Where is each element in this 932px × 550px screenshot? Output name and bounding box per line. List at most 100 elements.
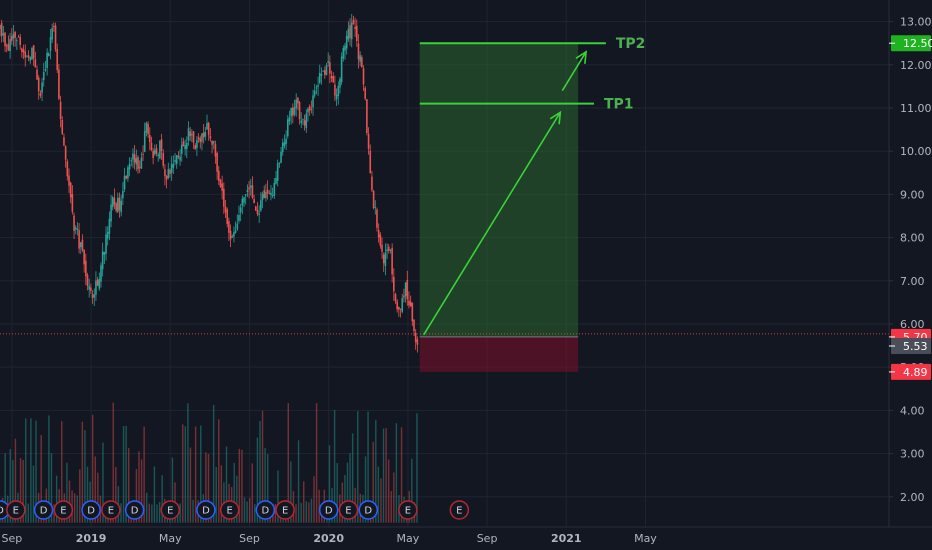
candle-body <box>217 170 220 181</box>
dividend-marker[interactable]: D <box>196 500 216 520</box>
take-profit-lines[interactable]: TP1 TP2 <box>419 36 646 113</box>
earnings-marker[interactable]: E <box>338 500 359 520</box>
candle-body <box>379 234 382 246</box>
volume-bar <box>259 420 261 523</box>
earnings-marker[interactable]: E <box>398 500 418 520</box>
candle-body <box>155 148 158 154</box>
volume-bar <box>35 420 37 523</box>
candle-body <box>117 197 119 213</box>
volume-bar <box>161 475 163 523</box>
candle-body <box>292 107 294 116</box>
candle-body <box>96 279 99 286</box>
volume-bar <box>218 419 220 523</box>
candle-body <box>212 141 215 144</box>
volume-bar <box>53 504 55 523</box>
candle-body <box>186 143 188 149</box>
candle-body <box>19 36 21 46</box>
candle-body <box>238 215 240 221</box>
candle-body <box>409 301 412 307</box>
candle-body <box>209 136 212 139</box>
volume-bar <box>9 449 11 523</box>
candle-body <box>386 249 388 252</box>
earnings-marker[interactable]: E <box>219 500 240 520</box>
candle-body <box>234 230 237 233</box>
candle-body <box>56 49 59 70</box>
candle-body <box>307 108 309 113</box>
volume-bar <box>138 451 140 523</box>
candle-body <box>24 51 27 58</box>
volume-bar <box>243 497 246 523</box>
volume-bar <box>25 418 27 523</box>
event-label: D <box>202 506 210 517</box>
event-markers[interactable]: DEDEDEDEDEDEDEDEE <box>0 500 470 520</box>
candle-body <box>280 151 282 163</box>
candle-body <box>318 72 321 83</box>
volume-bar <box>66 462 68 523</box>
volume-bar <box>254 504 256 523</box>
candle-body <box>374 207 377 209</box>
dividend-marker[interactable]: D <box>33 500 54 520</box>
candle-body <box>313 90 316 96</box>
earnings-marker[interactable]: E <box>6 500 26 520</box>
candle-body <box>48 53 50 57</box>
volume-bar <box>48 415 50 523</box>
dividend-marker[interactable]: D <box>124 500 145 520</box>
earnings-marker[interactable]: E <box>53 500 74 520</box>
volume-bar <box>277 470 279 523</box>
candle-body <box>391 247 393 275</box>
candle-body <box>147 124 149 135</box>
candle-body <box>308 106 311 111</box>
volume-bar <box>303 481 305 523</box>
volume-bar <box>205 452 207 523</box>
dividend-marker[interactable]: D <box>81 500 101 520</box>
candle-body <box>46 52 48 68</box>
price-tick-label: 3.00 <box>900 448 925 461</box>
dividend-marker[interactable]: D <box>358 500 379 520</box>
volume-bar <box>135 469 138 523</box>
candle-body <box>403 295 405 298</box>
candle-body <box>170 163 173 173</box>
time-axis[interactable]: Sep 2019 May Sep 2020 May Sep 2021 May <box>2 532 658 545</box>
price-candles <box>0 13 419 353</box>
earnings-marker[interactable]: E <box>101 500 121 520</box>
volume-bar <box>215 467 217 523</box>
candle-body <box>143 131 146 152</box>
candle-body <box>197 137 200 140</box>
candle-body <box>4 32 6 47</box>
volume-bar <box>377 466 380 523</box>
volume-bar <box>336 463 338 523</box>
volume-bar <box>290 461 292 523</box>
volume-bar <box>220 465 223 523</box>
volume-bar <box>274 504 277 523</box>
candle-body <box>354 27 356 30</box>
volume-bar <box>390 491 392 523</box>
earnings-marker[interactable]: E <box>275 500 295 520</box>
candle-body <box>157 154 159 156</box>
candle-body <box>241 198 244 206</box>
time-tick-label: 2019 <box>76 532 107 545</box>
earnings-marker[interactable]: E <box>160 500 181 520</box>
candle-body <box>21 48 23 52</box>
candle-body <box>164 169 166 177</box>
candle-body <box>128 163 131 170</box>
earnings-marker[interactable]: E <box>449 500 470 520</box>
volume-bar <box>192 499 194 523</box>
candle-body <box>111 197 114 208</box>
candle-body <box>9 39 11 52</box>
candle-body <box>290 108 292 117</box>
candle-body <box>162 152 165 166</box>
candle-body <box>165 176 168 180</box>
volume-bar <box>266 454 269 523</box>
volume-bar <box>300 502 302 523</box>
dividend-marker[interactable]: D <box>255 500 276 520</box>
candle-body <box>350 22 353 40</box>
dividend-marker[interactable]: D <box>318 500 339 520</box>
volume-bar <box>382 428 385 523</box>
volume-bar <box>76 495 78 523</box>
candle-body <box>226 209 228 224</box>
volume-bar <box>315 403 318 523</box>
candle-body <box>63 137 65 146</box>
volume-bar <box>12 459 14 523</box>
candle-body <box>310 108 313 110</box>
